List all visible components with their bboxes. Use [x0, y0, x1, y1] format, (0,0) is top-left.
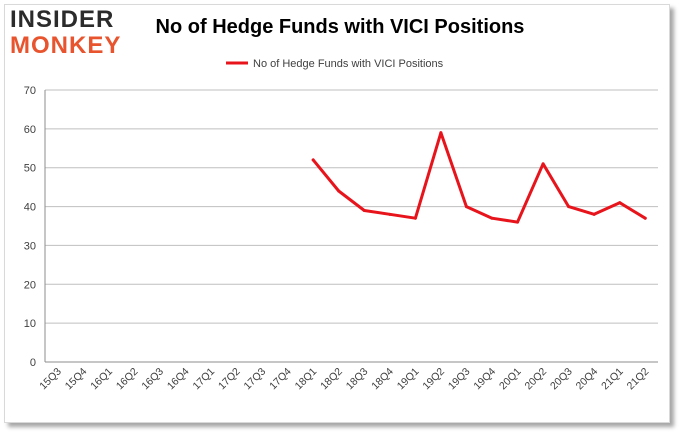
- data-point: [643, 216, 647, 220]
- x-tick-label: 15Q4: [63, 366, 90, 393]
- x-tick-label: 19Q4: [471, 366, 498, 393]
- data-point: [541, 162, 545, 166]
- insider-monkey-logo: INSIDER MONKEY: [10, 8, 121, 58]
- x-tick-label: 17Q4: [267, 366, 294, 393]
- x-tick-label: 17Q3: [242, 366, 269, 393]
- x-tick-label: 21Q1: [599, 366, 626, 393]
- x-tick-label: 18Q3: [344, 366, 371, 393]
- x-tick-label: 18Q4: [369, 366, 396, 393]
- data-point: [516, 220, 520, 224]
- logo-line-1: INSIDER: [10, 6, 115, 33]
- y-tick-label: 0: [30, 357, 36, 369]
- x-tick-label: 19Q3: [446, 366, 473, 393]
- y-tick-label: 10: [24, 318, 36, 330]
- logo-line-2: MONKEY: [10, 32, 122, 59]
- x-tick-label: 21Q2: [625, 366, 652, 393]
- x-tick-label: 17Q1: [190, 366, 217, 393]
- gridlines: [44, 89, 658, 363]
- x-tick-label: 16Q3: [139, 366, 166, 393]
- y-tick-label: 20: [24, 279, 36, 291]
- y-tick-label: 30: [24, 240, 36, 252]
- x-tick-label: 15Q3: [37, 366, 64, 393]
- y-tick-label: 70: [24, 85, 36, 97]
- data-point: [311, 158, 315, 162]
- data-point: [567, 205, 571, 209]
- x-tick-label: 20Q1: [497, 366, 524, 393]
- legend-label: No of Hedge Funds with VICI Positions: [253, 58, 444, 70]
- x-tick-label: 17Q2: [216, 366, 243, 393]
- y-tick-label: 40: [24, 202, 36, 214]
- y-tick-label: 50: [24, 163, 36, 175]
- data-point: [464, 205, 468, 209]
- x-tick-label: 18Q2: [318, 366, 345, 393]
- x-tick-label: 16Q1: [88, 366, 115, 393]
- legend: No of Hedge Funds with VICI Positions: [226, 58, 444, 70]
- data-point: [413, 216, 417, 220]
- x-tick-label: 20Q4: [574, 366, 601, 393]
- series-line: [311, 131, 647, 224]
- data-point: [592, 212, 596, 216]
- data-point: [439, 131, 443, 135]
- x-tick-label: 19Q2: [420, 366, 447, 393]
- x-tick-label: 18Q1: [293, 366, 320, 393]
- x-tick-label: 16Q4: [165, 366, 192, 393]
- data-point: [362, 208, 366, 212]
- y-tick-label: 60: [24, 124, 36, 136]
- data-point: [388, 212, 392, 216]
- x-tick-label: 20Q3: [548, 366, 575, 393]
- x-tick-label: 20Q2: [523, 366, 550, 393]
- series-lines: [311, 131, 647, 224]
- x-tick-label: 19Q1: [395, 366, 422, 393]
- data-point: [490, 216, 494, 220]
- x-tick-labels: 15Q315Q416Q116Q216Q316Q417Q117Q217Q317Q4…: [37, 366, 651, 393]
- chart-frame: [4, 4, 670, 423]
- x-tick-label: 16Q2: [114, 366, 141, 393]
- chart-title: No of Hedge Funds with VICI Positions: [155, 16, 525, 38]
- data-point: [618, 201, 622, 205]
- data-point: [337, 189, 341, 193]
- y-tick-labels: 0 10 20 30 40 50 60 70: [24, 85, 36, 369]
